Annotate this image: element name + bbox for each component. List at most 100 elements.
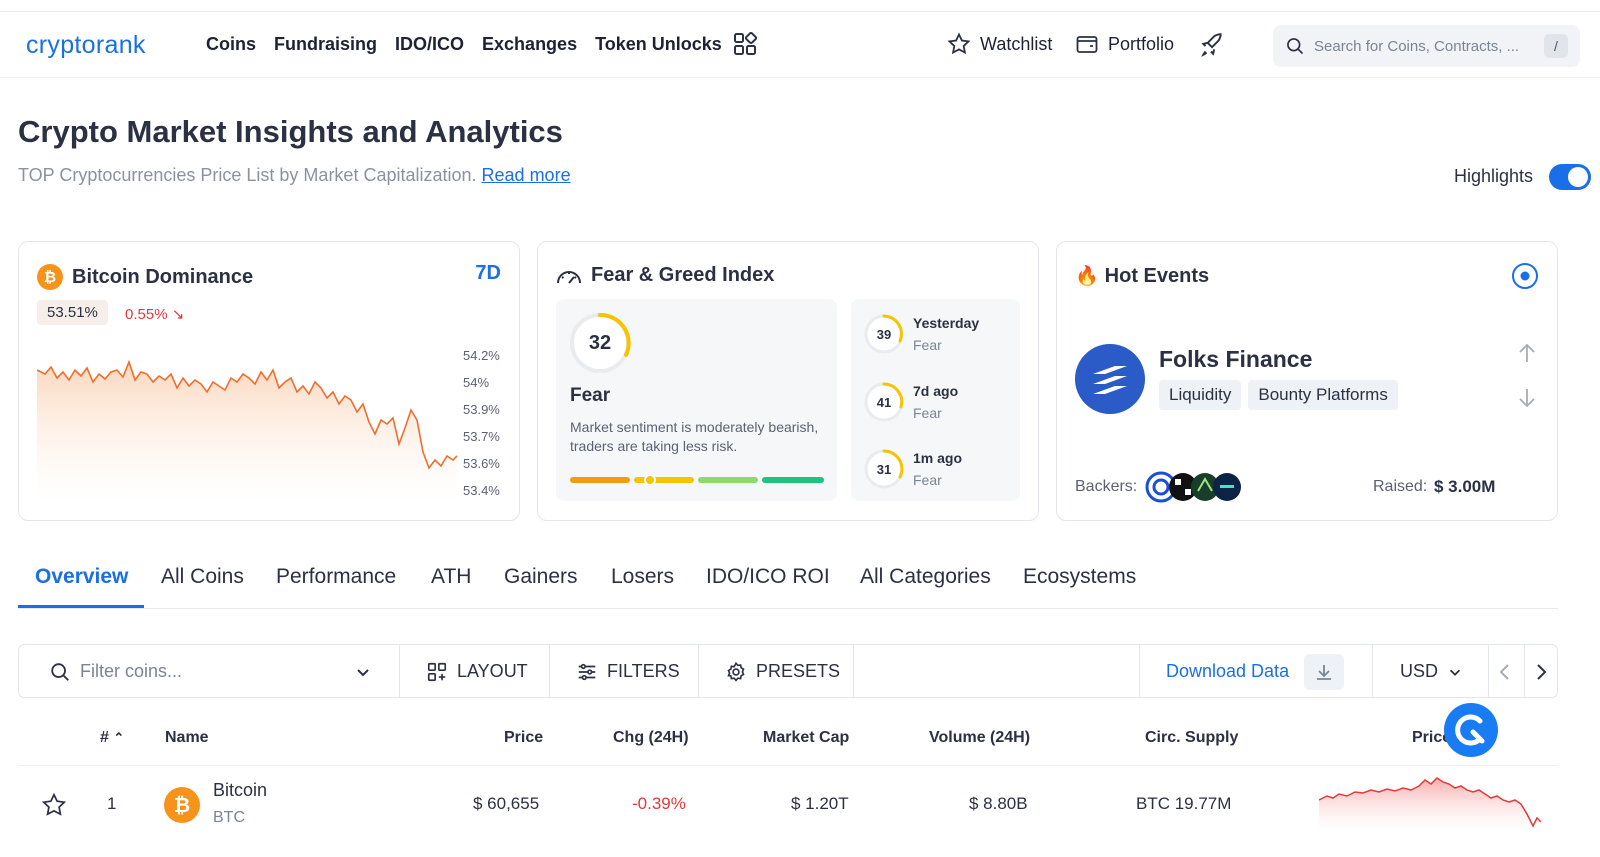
tab-all-categories[interactable]: All Categories xyxy=(860,565,991,588)
read-more-link[interactable]: Read more xyxy=(481,165,571,185)
col-price[interactable]: Price xyxy=(504,729,544,746)
coin-circ-supply: BTC 19.77M xyxy=(1136,794,1232,813)
backers-label: Backers: xyxy=(1075,478,1138,495)
col-volume-24h[interactable]: Volume (24H) xyxy=(929,729,1031,746)
apps-grid-icon[interactable] xyxy=(733,32,757,56)
currency-select[interactable]: USD xyxy=(1400,645,1463,698)
divider xyxy=(853,645,854,698)
y-tick: 53.9% xyxy=(463,402,500,417)
col-rank[interactable]: # ⌃ xyxy=(100,729,124,747)
nav-ido-ico[interactable]: IDO/ICO xyxy=(395,34,465,54)
filters-button[interactable]: FILTERS xyxy=(576,645,680,698)
layout-button[interactable]: LAYOUT xyxy=(426,645,528,698)
nav-fundraising[interactable]: Fundraising xyxy=(274,34,378,54)
watchlist-link[interactable]: Watchlist xyxy=(947,32,1052,56)
sentiment-marker xyxy=(644,475,656,485)
presets-button[interactable]: PRESETS xyxy=(725,645,840,698)
y-tick: 54% xyxy=(463,375,490,390)
chevron-up-icon: ⌃ xyxy=(113,730,125,745)
fear-greed-gauge xyxy=(570,312,631,373)
tab-losers[interactable]: Losers xyxy=(611,565,675,588)
divider xyxy=(1372,645,1373,698)
y-tick: 53.7% xyxy=(463,429,500,444)
nav-exchanges[interactable]: Exchanges xyxy=(482,34,578,54)
main-nav: Coins Fundraising IDO/ICO Exchanges Toke… xyxy=(206,34,722,55)
svg-text:₿: ₿ xyxy=(174,795,190,817)
col-rank-label: # xyxy=(100,729,109,746)
event-tag[interactable]: Liquidity xyxy=(1159,380,1242,410)
scroll-right-icon[interactable] xyxy=(1532,662,1550,682)
col-change-24h[interactable]: Chg (24H) xyxy=(613,729,689,746)
presets-label: PRESETS xyxy=(756,661,841,681)
raised-value: $ 3.00M xyxy=(1434,477,1496,496)
price-7d-sparkline xyxy=(1319,777,1541,832)
history-status: Fear xyxy=(913,337,942,353)
cryptorank-widget-icon[interactable] xyxy=(1444,703,1498,757)
tab-performance[interactable]: Performance xyxy=(276,565,397,588)
history-status: Fear xyxy=(913,472,942,488)
event-tag[interactable]: Bounty Platforms xyxy=(1248,380,1398,410)
highlights-toggle[interactable] xyxy=(1549,164,1591,190)
wallet-icon xyxy=(1076,36,1098,53)
nav-token-unlocks[interactable]: Token Unlocks xyxy=(595,34,722,54)
history-gauge: 39 xyxy=(864,314,904,354)
divider xyxy=(698,645,699,698)
tab-all-coins[interactable]: All Coins xyxy=(161,565,244,588)
dominance-change: 0.55% ↘ xyxy=(125,305,184,323)
row-rank: 1 xyxy=(107,794,117,813)
fear-greed-title-row: Fear & Greed Index xyxy=(556,264,774,287)
search-bar[interactable]: Search for Coins, Contracts, ... / xyxy=(1273,25,1580,67)
nav-coins[interactable]: Coins xyxy=(206,34,257,54)
top-border xyxy=(0,11,1600,12)
layout-icon xyxy=(427,662,447,681)
table-toolbar: Filter coins... LAYOUT FILTERS PRESETS D… xyxy=(18,644,1558,698)
history-label: Yesterday xyxy=(913,315,980,331)
download-icon-box xyxy=(1304,653,1345,690)
filter-placeholder: Filter coins... xyxy=(80,661,183,681)
sentiment-scale xyxy=(570,475,824,485)
history-gauge: 31 xyxy=(864,449,904,489)
search-icon xyxy=(51,662,69,681)
tab-ido-ico-roi[interactable]: IDO/ICO ROI xyxy=(706,565,830,588)
layout-label: LAYOUT xyxy=(457,661,528,681)
fire-icon: 🔥 xyxy=(1075,266,1099,287)
history-label: 1m ago xyxy=(913,450,963,466)
col-name[interactable]: Name xyxy=(165,729,209,746)
arrow-down-right-icon: ↘ xyxy=(171,306,185,323)
folks-finance-logo xyxy=(1075,344,1145,414)
header: cryptorank Coins Fundraising IDO/ICO Exc… xyxy=(0,12,1600,78)
coin-name[interactable]: Bitcoin xyxy=(213,780,268,800)
col-circ-supply[interactable]: Circ. Supply xyxy=(1145,729,1239,746)
portfolio-link[interactable]: Portfolio xyxy=(1075,32,1174,56)
hot-events-card: 🔥 Hot Events Folks Finance Liquidity Boun… xyxy=(1056,241,1558,521)
page-title: Crypto Market Insights and Analytics xyxy=(18,114,563,149)
scroll-left-icon[interactable] xyxy=(1496,662,1514,682)
filter-coins-input[interactable]: Filter coins... xyxy=(49,645,374,698)
rocket-icon[interactable] xyxy=(1199,32,1225,58)
download-data-button[interactable]: Download Data xyxy=(1166,645,1345,698)
period-selector[interactable]: 7D xyxy=(475,262,501,284)
history-item-7d: 41 7d ago Fear xyxy=(863,381,958,423)
logo[interactable]: cryptorank xyxy=(26,31,146,59)
y-tick: 53.6% xyxy=(463,456,500,471)
watchlist-label: Watchlist xyxy=(980,33,1053,54)
history-value: 41 xyxy=(877,395,891,410)
portfolio-label: Portfolio xyxy=(1108,33,1175,54)
watchlist-star-icon[interactable] xyxy=(41,792,67,818)
event-project-name[interactable]: Folks Finance xyxy=(1159,346,1313,372)
coin-volume-24h: $ 8.80B xyxy=(969,794,1028,813)
tab-ecosystems[interactable]: Ecosystems xyxy=(1023,565,1137,588)
backers-avatars xyxy=(1145,471,1241,503)
tab-overview[interactable]: Overview xyxy=(35,565,129,588)
arrow-down-icon[interactable] xyxy=(1517,387,1537,409)
dominance-value: 53.51% xyxy=(37,300,108,325)
arrow-up-icon[interactable] xyxy=(1517,342,1537,364)
divider xyxy=(1524,645,1525,698)
divider xyxy=(1488,645,1489,698)
tab-ath[interactable]: ATH xyxy=(431,565,472,588)
dominance-y-axis: 54.2% 54% 53.9% 53.7% 53.6% 53.4% xyxy=(463,342,500,504)
autoplay-icon[interactable] xyxy=(1511,262,1539,290)
tab-gainers[interactable]: Gainers xyxy=(504,565,578,588)
col-market-cap[interactable]: Market Cap xyxy=(763,729,850,746)
raised-label: Raised: xyxy=(1373,478,1428,495)
